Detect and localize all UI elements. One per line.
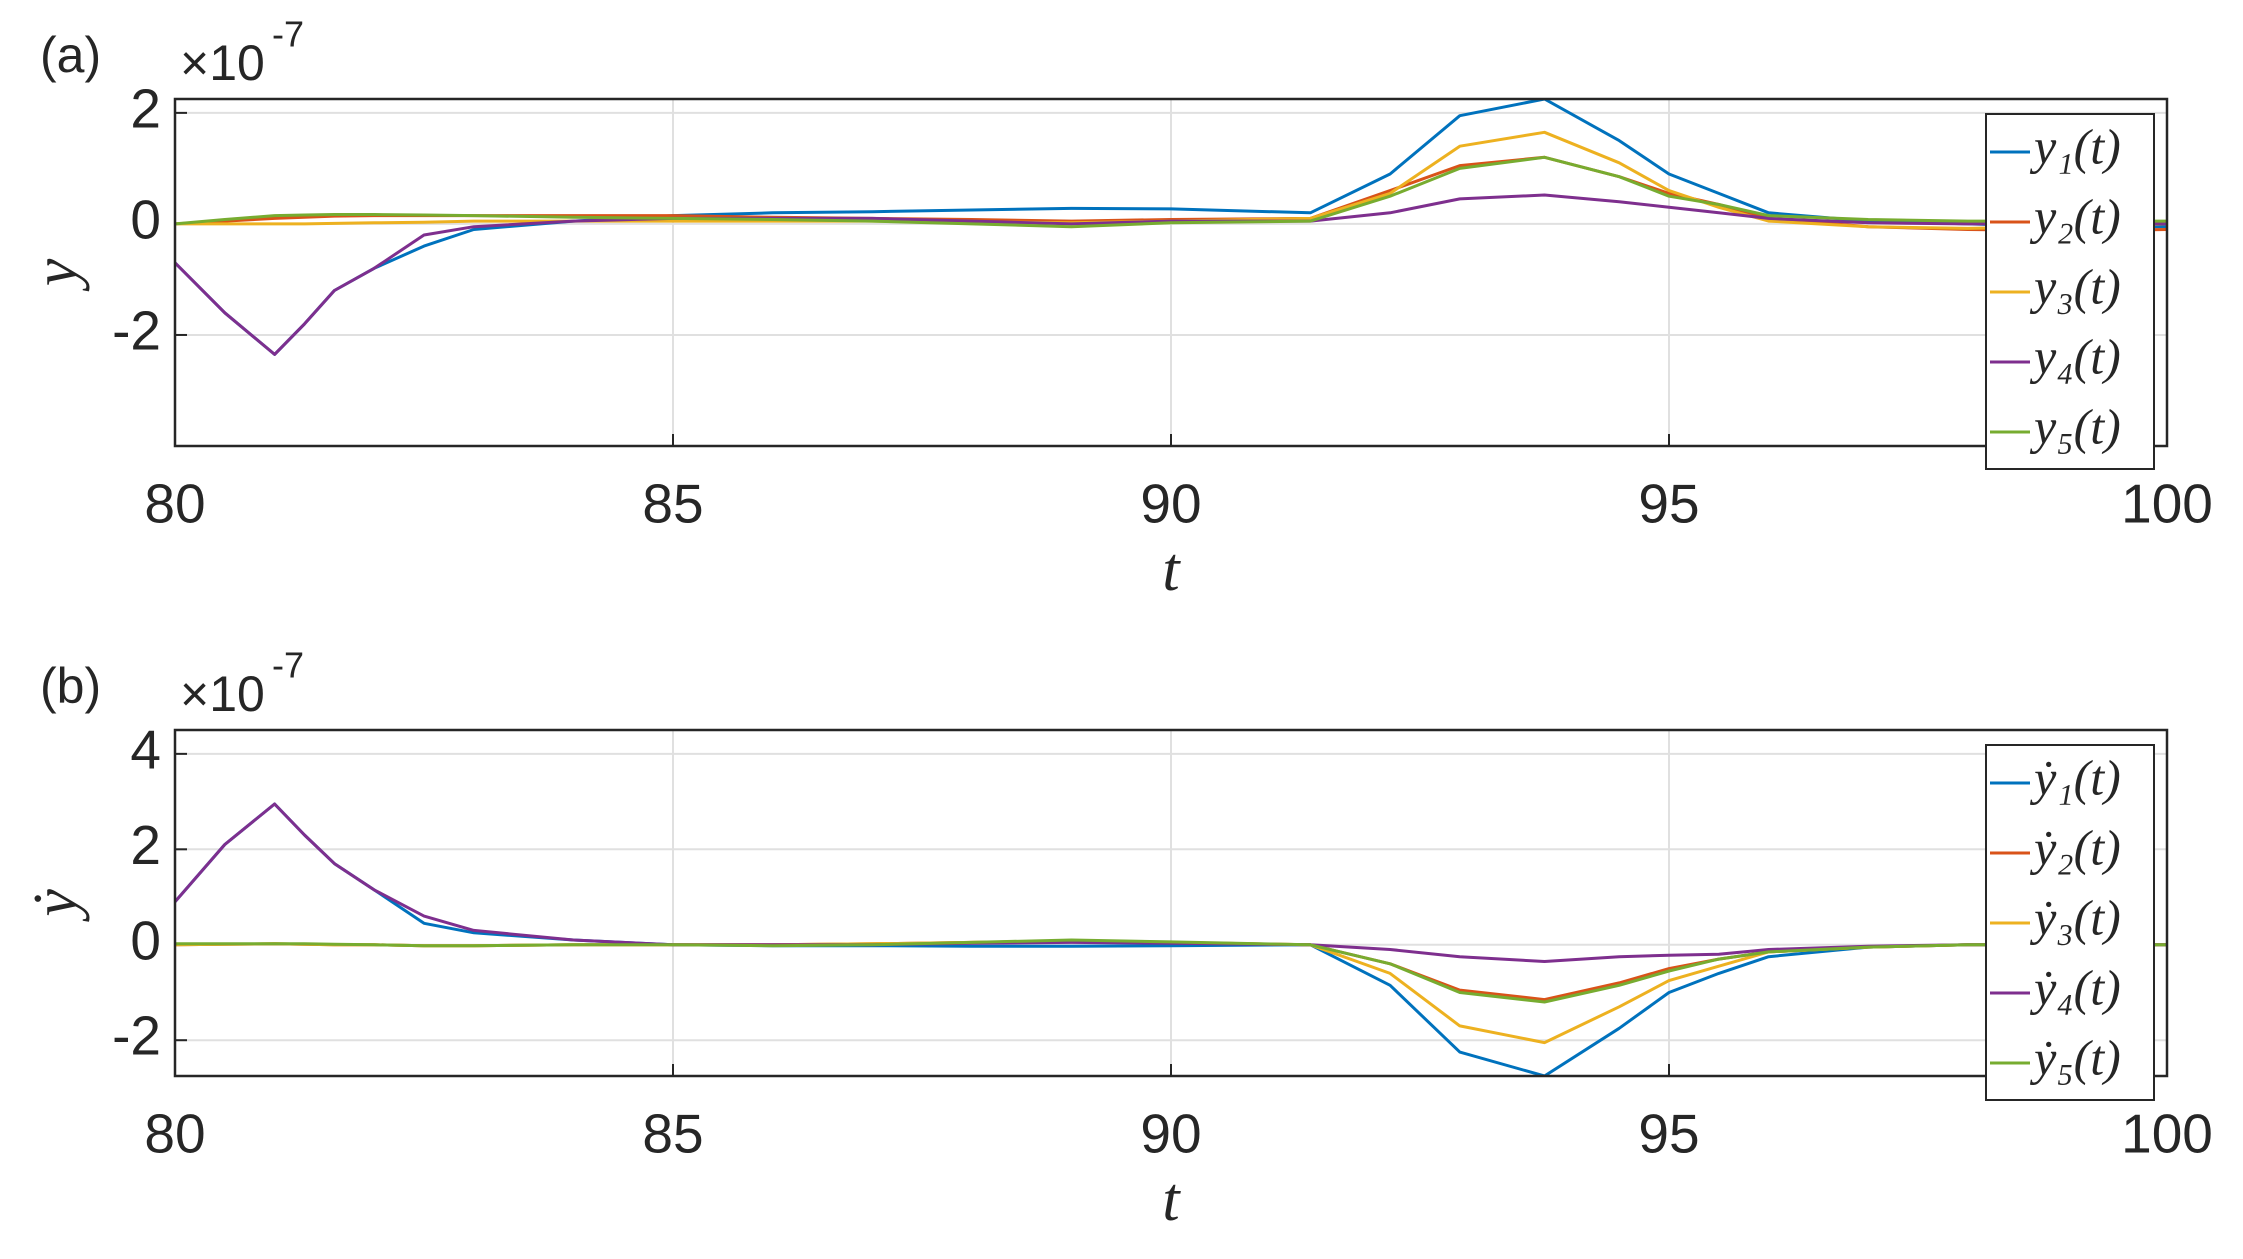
legend-label: y₄(t) <box>2029 328 2121 384</box>
x-tick-label: 80 <box>144 1103 205 1165</box>
y-exponent: -7 <box>272 645 304 686</box>
x-tick-label: 85 <box>642 473 703 535</box>
x-tick-label: 90 <box>1140 473 1201 535</box>
legend-label: ẏ₄(t) <box>2029 959 2121 1015</box>
y-axis-label: y <box>22 258 90 292</box>
x-tick-label: 100 <box>2121 1103 2213 1165</box>
legend-label: y₂(t) <box>2029 188 2121 244</box>
axes-box <box>173 728 2169 1078</box>
y-tick-label: -2 <box>112 299 161 361</box>
x-tick-label: 100 <box>2121 473 2213 535</box>
x-tick-label: 80 <box>144 473 205 535</box>
series-line <box>175 802 2167 963</box>
y-multiplier: ×10 <box>180 35 265 91</box>
legend-label: ẏ₃(t) <box>2029 889 2121 945</box>
x-axis-label: t <box>1162 536 1181 604</box>
y-tick-label: 2 <box>130 77 161 139</box>
y-axis-label: ẏ <box>22 889 90 923</box>
series-group <box>175 99 2167 356</box>
y-tick-label: 4 <box>130 718 161 780</box>
x-tick-label: 90 <box>1140 1103 1201 1165</box>
series-group <box>175 802 2167 1076</box>
x-axis-label: t <box>1162 1166 1181 1234</box>
legend-label: ẏ₂(t) <box>2029 819 2121 875</box>
y-tick-label: 0 <box>130 188 161 250</box>
y-tick-label: 0 <box>130 909 161 971</box>
series-line <box>175 193 2167 356</box>
y-exponent: -7 <box>272 14 304 55</box>
y-tick-label: 2 <box>130 814 161 876</box>
legend-label: y₅(t) <box>2029 398 2121 454</box>
panel-label: (b) <box>40 658 101 714</box>
axes-box <box>173 97 2169 448</box>
legend-label: y₁(t) <box>2029 118 2121 174</box>
legend-label: ẏ₁(t) <box>2029 749 2121 805</box>
panel-label: (a) <box>40 27 101 83</box>
y-tick-label: -2 <box>112 1005 161 1067</box>
legend-label: ẏ₅(t) <box>2029 1029 2121 1085</box>
series-line <box>175 155 2167 229</box>
legend-label: y₃(t) <box>2029 258 2121 314</box>
series-line <box>175 938 2167 1004</box>
y-multiplier: ×10 <box>180 666 265 722</box>
x-tick-label: 95 <box>1638 1103 1699 1165</box>
x-tick-label: 85 <box>642 1103 703 1165</box>
x-tick-label: 95 <box>1638 473 1699 535</box>
